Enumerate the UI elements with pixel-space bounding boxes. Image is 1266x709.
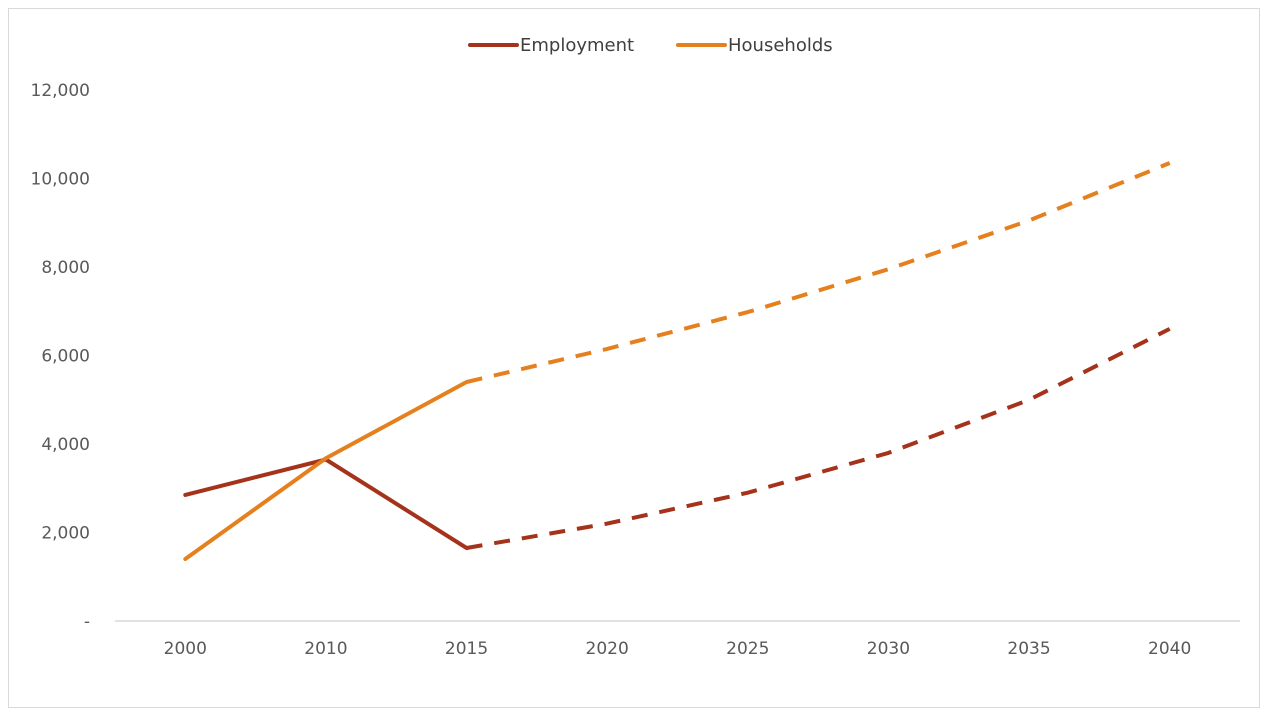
axis-layer: 2000 2010 2015 2020 2025 2030 2035 2040 - 2,000 4,…	[31, 81, 1240, 659]
data-point-employment	[183, 493, 187, 497]
x-tick-label: 2020	[586, 639, 629, 659]
chart-frame	[8, 8, 1260, 708]
legend-label-households: Households	[728, 35, 833, 56]
y-tick-label: 6,000	[41, 347, 90, 367]
data-point-households	[746, 310, 750, 314]
y-tick-label: 12,000	[31, 81, 90, 101]
data-point-employment	[746, 491, 750, 495]
data-point-employment	[1168, 327, 1172, 331]
y-tick-label: 8,000	[41, 258, 90, 278]
series-layer	[183, 161, 1171, 561]
y-tick-label: -	[84, 612, 90, 632]
x-tick-label: 2040	[1148, 639, 1191, 659]
data-point-employment	[465, 546, 469, 550]
x-tick-label: 2030	[867, 639, 910, 659]
legend-label-employment: Employment	[520, 35, 634, 56]
data-point-households	[183, 557, 187, 561]
x-tick-label: 2015	[445, 639, 488, 659]
data-point-households	[886, 267, 890, 271]
y-tick-label: 4,000	[41, 435, 90, 455]
data-point-employment	[1027, 398, 1031, 402]
data-point-employment	[605, 522, 609, 526]
series-line-households-actual	[183, 380, 469, 561]
series-line-employment-projected	[466, 327, 1171, 550]
data-point-employment	[886, 451, 890, 455]
y-tick-label: 2,000	[41, 524, 90, 544]
series-line-households-projected	[466, 161, 1171, 384]
x-tick-label: 2025	[726, 639, 769, 659]
x-tick-label: 2035	[1007, 639, 1050, 659]
data-point-households	[605, 347, 609, 351]
data-point-households	[324, 456, 328, 460]
series-line-employment-actual	[183, 457, 469, 550]
legend: Employment Households	[468, 35, 833, 56]
x-tick-label: 2010	[304, 639, 347, 659]
data-point-households	[465, 380, 469, 384]
y-tick-label: 10,000	[31, 170, 90, 190]
x-tick-label: 2000	[164, 639, 207, 659]
data-point-households	[1027, 219, 1031, 223]
data-point-households	[1168, 161, 1172, 165]
